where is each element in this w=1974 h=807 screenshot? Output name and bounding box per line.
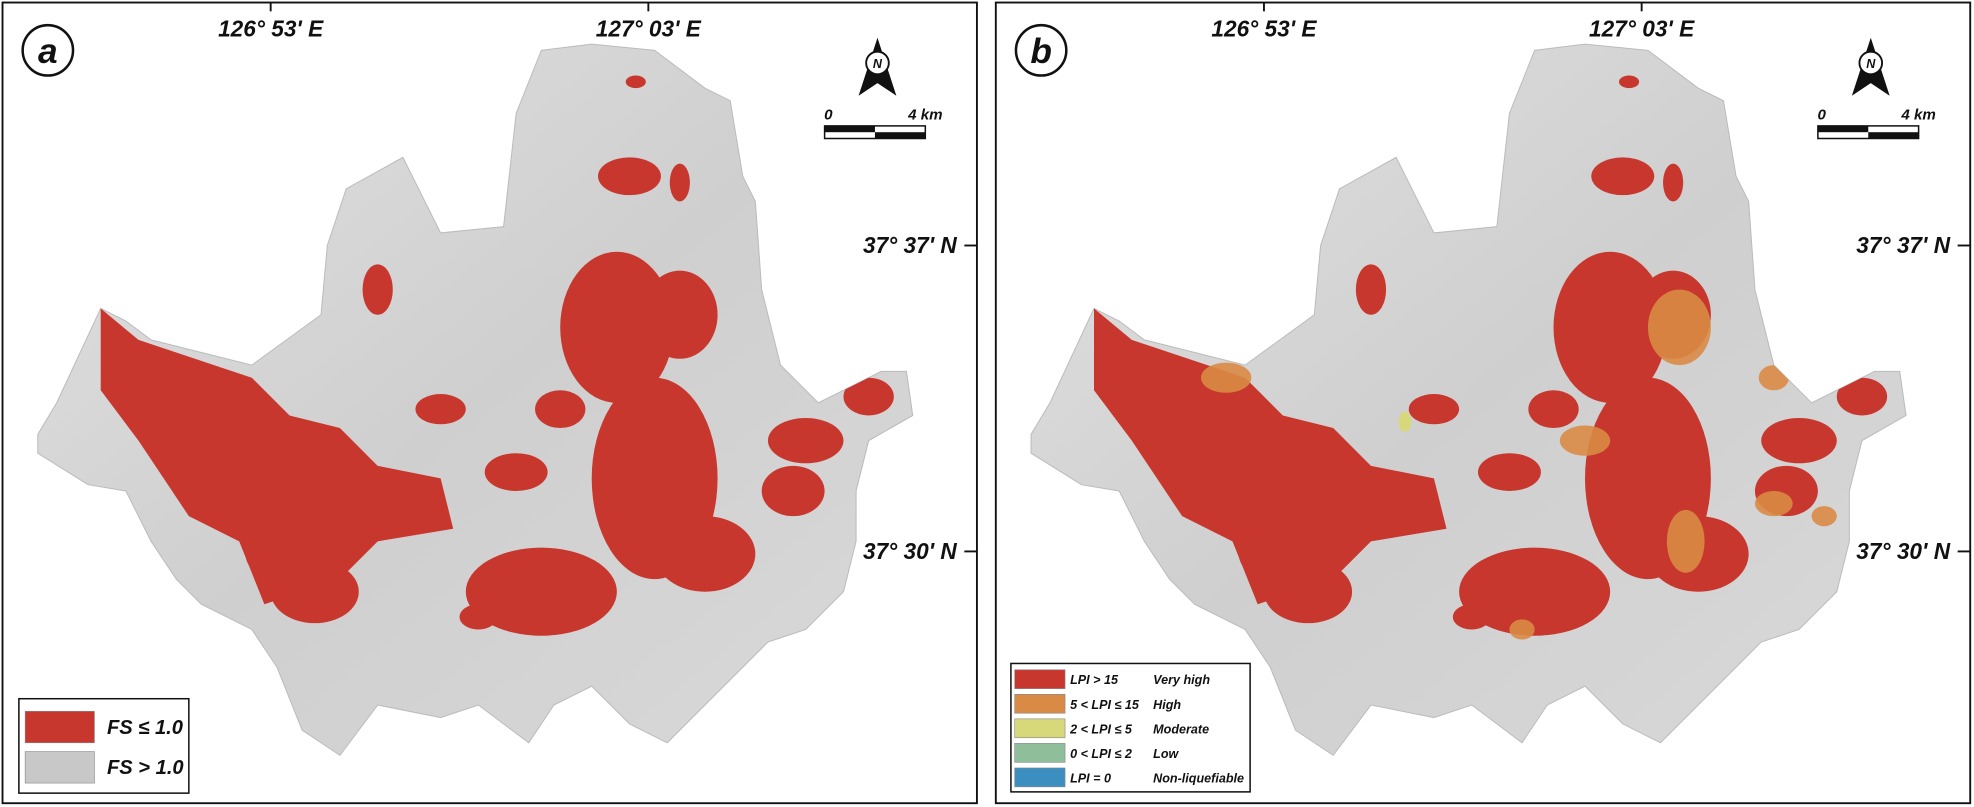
north-circle [865,50,890,76]
zone [1553,251,1667,403]
zone [1528,390,1579,429]
zone [1754,490,1793,517]
zone [465,547,617,636]
scale-bar [1817,125,1869,133]
zone [1477,453,1541,491]
legend-class: Moderate [1153,722,1209,736]
zone [1408,394,1460,425]
zone [459,604,498,630]
legend-swatch [1014,743,1066,763]
zone [1355,264,1387,315]
scale-label: 0 [824,107,833,124]
zone [654,516,756,592]
legend-class: Non-liquefiable [1153,771,1244,785]
zone [642,270,718,359]
scale-label: 0 [1817,107,1826,124]
map-panel: a 126° 53' E 127° 03' E 37° 37' N 37° 30' N N… [1,1,978,805]
legend-label: 2 < LPI ≤ 5 [1069,722,1133,736]
lat-label: 37° 30' N [863,538,957,564]
zone [761,465,825,517]
panel-badge [1014,23,1068,77]
zone [1398,411,1412,432]
north-circle [1858,50,1884,76]
zone [625,75,646,89]
map-panel: b 126° 53' E 127° 03' E 37° 37' N 37° 30' N N… [994,1,1972,805]
north-label: N [873,57,883,71]
zones [100,75,894,636]
zone [484,453,548,491]
legend-class: Low [1153,747,1179,761]
zone [415,394,466,425]
zone [1559,425,1611,456]
zone [597,157,661,196]
panel-label: a [38,32,58,71]
zone [1452,604,1491,630]
zone [245,522,347,586]
zone [1836,377,1888,416]
scale-bar [874,132,926,139]
lat-label: 37° 30' N [1856,538,1950,564]
zone [1201,362,1252,393]
zone [1618,75,1640,89]
legend-label: LPI > 15 [1070,673,1119,687]
lat-label: 37° 37' N [863,232,957,258]
legend-swatch [1014,718,1066,739]
legend-label: FS > 1.0 [107,757,184,779]
lon-label: 126° 53' E [218,16,324,42]
scale-label: 4 km [1900,107,1935,124]
legend-swatch [24,751,95,784]
zone [669,163,690,202]
zone [535,390,586,429]
zone [1238,522,1340,586]
north-label: N [1866,57,1876,71]
legend-label: 0 < LPI ≤ 2 [1070,747,1132,761]
legend-swatch [1014,669,1066,689]
panel-badge [21,23,75,77]
zone [1647,289,1711,366]
lat-label: 37° 37' N [1856,232,1950,258]
zone [1591,157,1655,196]
panel-label: b [1030,32,1052,71]
zone [1663,163,1684,202]
zone [560,251,674,403]
zone [767,417,844,464]
zones [1094,75,1888,640]
zone [843,377,894,416]
legend-label: 5 < LPI ≤ 15 [1070,698,1140,712]
lon-label: 126° 53' E [1211,16,1317,42]
scale-bar [1868,132,1919,139]
zone [1666,509,1705,573]
zone [1811,506,1837,527]
legend-label: LPI = 0 [1070,771,1111,785]
zone [1761,417,1837,464]
legend-class: High [1153,698,1181,712]
scale-bar [824,125,875,133]
zone [1509,619,1535,640]
scale-label: 4 km [907,107,942,124]
legend-swatch [24,710,95,744]
lon-label: 127° 03' E [1589,16,1695,42]
legend-class: Very high [1153,673,1210,687]
lon-label: 127° 03' E [596,16,702,42]
zone [362,264,393,315]
zone [1459,547,1611,636]
zone [100,308,454,605]
zone [1094,308,1447,605]
legend-label: FS ≤ 1.0 [107,717,183,739]
legend-swatch [1014,693,1066,714]
legend-swatch [1014,767,1066,788]
